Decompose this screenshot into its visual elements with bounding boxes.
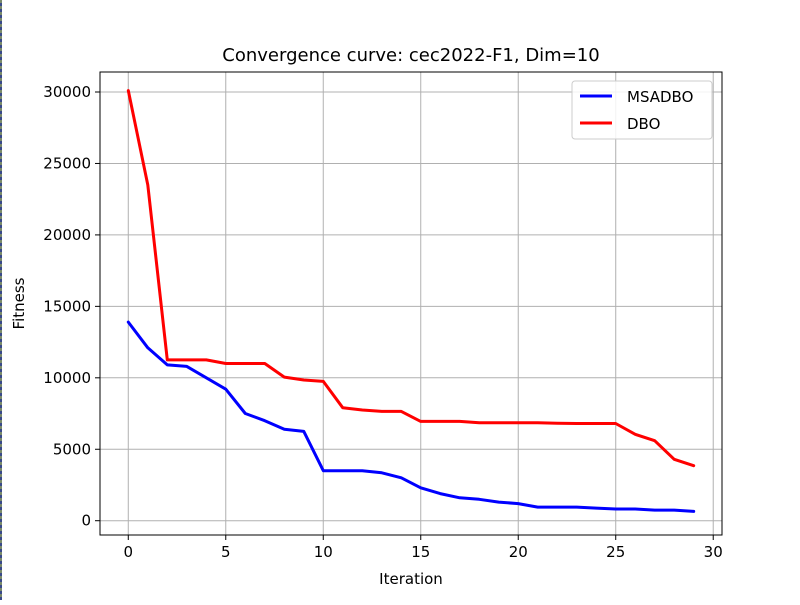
x-tick-label: 30 [704,543,723,561]
y-tick-label: 20000 [43,226,91,244]
y-tick-label: 30000 [43,83,91,101]
y-tick-label: 25000 [43,154,91,172]
axis-ticks: 0 5 10 15 20 25 30 0 5000 10000 15000 20000 25000 300… [43,83,722,561]
y-tick-label: 10000 [43,369,91,387]
x-axis-label: Iteration [379,570,443,588]
x-tick-label: 25 [606,543,625,561]
window-edge [0,0,2,600]
y-tick-label: 15000 [43,297,91,315]
y-axis-label: Fitness [10,277,28,329]
series-lines [126,89,696,513]
legend-label: MSADBO [627,88,693,106]
plot-frame [99,71,723,536]
x-tick-label: 10 [314,543,333,561]
grid [100,72,722,535]
y-tick-label: 0 [81,512,91,530]
x-tick-label: 20 [509,543,528,561]
y-tick-label: 5000 [53,440,91,458]
chart-title: Convergence curve: cec2022-F1, Dim=10 [222,45,599,66]
series-line-dbo [126,89,696,468]
x-tick-label: 5 [221,543,231,561]
legend-label: DBO [627,115,660,133]
legend: MSADBO DBO [571,80,713,140]
series-line-msadbo [126,320,696,513]
x-tick-label: 0 [123,543,133,561]
x-tick-label: 15 [411,543,430,561]
